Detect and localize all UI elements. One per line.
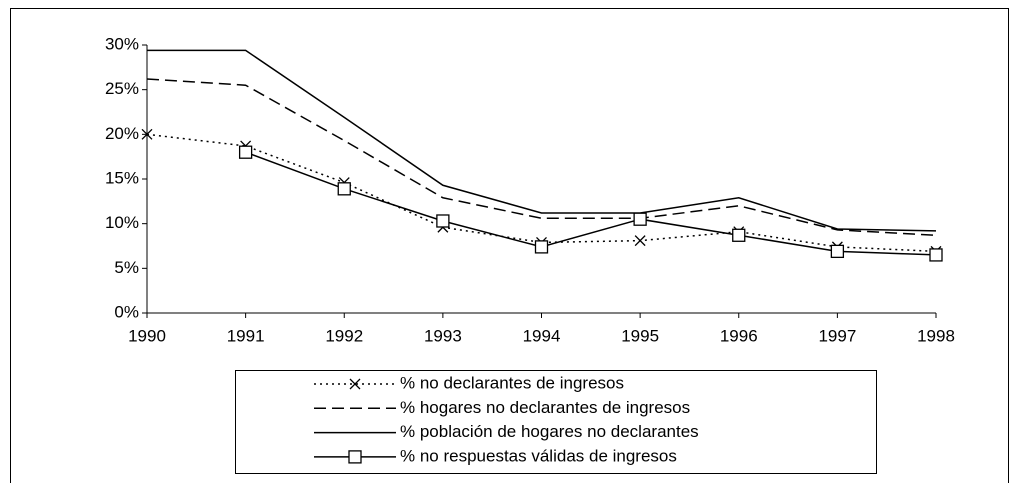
y-tick-label: 5% [114,258,139,277]
series-line [245,151,937,256]
data-point [633,212,647,226]
data-point [732,228,746,242]
data-point [634,235,646,247]
series-line [146,78,937,237]
x-tick-label: 1991 [227,326,265,345]
data-point [238,145,253,159]
legend-marker [348,450,362,464]
legend-label: % no declarantes de ingresos [400,373,624,392]
y-tick-label: 10% [105,213,139,232]
y-tick-label: 15% [105,168,139,187]
x-tick-label: 1990 [128,326,166,345]
legend-label: % no respuestas válidas de ingresos [400,446,677,465]
x-tick-label: 1997 [818,326,856,345]
legend-label: % hogares no declarantes de ingresos [400,398,690,417]
x-tick-label: 1996 [720,326,758,345]
legend-marker [349,378,361,390]
x-tick-label: 1995 [621,326,659,345]
x-tick-label: 1998 [917,326,955,345]
data-point [929,248,943,262]
data-point [337,182,351,196]
x-tick-label: 1992 [325,326,363,345]
y-tick-label: 25% [105,79,139,98]
chart-frame [10,8,1009,483]
data-point [436,214,450,228]
x-tick-label: 1993 [424,326,462,345]
y-tick-label: 30% [105,34,139,53]
x-tick-label: 1994 [523,326,561,345]
data-point [534,240,549,254]
data-point [830,244,845,259]
legend-label: % población de hogares no declarantes [400,422,699,441]
series-line [146,133,937,253]
series-line [147,49,937,232]
y-tick-label: 0% [114,302,139,321]
data-point [141,128,153,140]
y-tick-label: 20% [105,124,139,143]
